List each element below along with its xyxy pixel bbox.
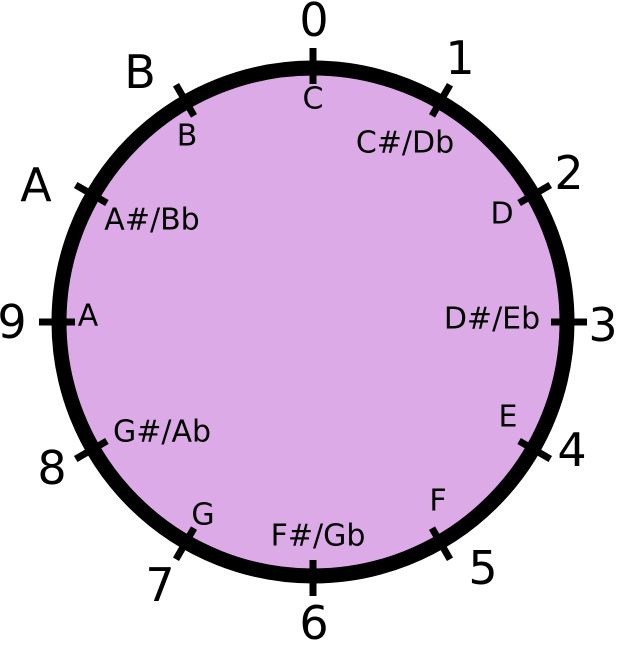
note-name-label: C#/Db [356,126,454,161]
position-number-label: A [20,158,52,212]
position-number-label: 1 [445,31,474,85]
tick-mark [73,181,109,207]
position-number-label: 0 [299,0,328,47]
tick-mark [428,82,454,118]
position-number-label: 3 [588,298,617,352]
position-number-label: 6 [299,596,328,641]
note-name-label: C [303,82,324,117]
note-name-label: D#/Eb [444,302,540,337]
tick-marks [39,48,587,596]
position-number-label: 9 [0,295,27,349]
position-number-label: 7 [145,558,174,612]
tick-mark [73,437,109,463]
tick-mark [172,82,198,118]
note-name-label: F [429,484,446,519]
note-name-label: G#/Ab [113,415,211,450]
position-number-label: 2 [554,146,583,200]
tick-mark [517,181,553,207]
note-name-label: B [177,119,198,154]
position-number-label: 5 [468,541,497,595]
position-number-label: 4 [557,423,586,477]
position-number-label: B [124,45,156,99]
note-name-label: A [78,299,99,334]
tick-mark [172,526,198,562]
note-labels: C C#/Db D D#/Eb E F F#/Gb G G#/Ab A A#/Bb B [78,82,540,554]
note-name-label: D [490,197,513,232]
note-name-label: G [191,498,214,533]
note-name-label: E [499,400,518,435]
tick-mark [428,526,454,562]
note-name-label: A#/Bb [104,203,199,238]
tick-mark [517,437,553,463]
position-number-label: 8 [37,441,66,495]
note-name-label: F#/Gb [271,519,366,554]
